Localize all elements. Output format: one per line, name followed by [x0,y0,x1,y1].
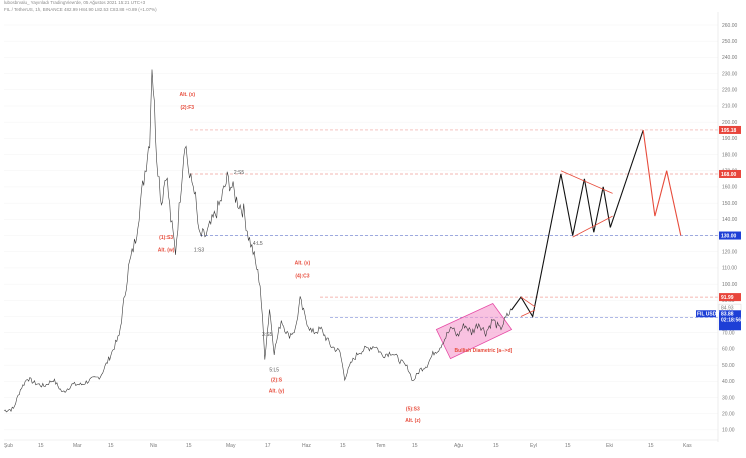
x-tick-label: Şub [4,443,13,449]
price-badge-label: 84.93 [721,306,734,312]
x-tick-label: Kas [683,443,692,449]
triangle-line [520,309,536,317]
y-tick-label: 30.00 [722,395,735,401]
wave-annotation: 3:S5 [262,332,273,338]
x-tick-label: May [226,443,236,449]
level-badge-label: 91.99 [721,295,734,301]
y-tick-label: 190.00 [722,136,738,142]
wave-annotation: Alt. (w) [158,248,175,254]
x-tick-label: Nis [150,443,158,449]
x-tick-label: Tem [376,443,385,449]
x-tick-label: 17 [265,443,271,449]
symbol-badge [696,310,716,318]
y-tick-label: 90.00 [722,298,735,304]
x-tick-label: Mar [73,443,82,449]
level-lines [190,129,718,318]
level-badge [719,231,741,240]
y-tick-label: 50.00 [722,363,735,369]
wave-annotation: 1:S3 [194,248,205,254]
y-tick-label: 140.00 [722,217,738,223]
current-price-label: FIL USDT [697,311,719,317]
y-tick-label: 160.00 [722,185,738,191]
y-tick-label: 120.00 [722,250,738,256]
level-badge [719,169,741,178]
level-badge [719,125,741,134]
wave-annotation: Alt. (x) [180,92,196,98]
y-tick-label: 60.00 [722,347,735,353]
wave-annotation: Alt. (y) [269,389,285,395]
x-axis: Şub 15 Mar 15 Nis 15 May 17 Haz 15 Tem 15 Ağu 15 Eyl 15… [4,439,718,449]
y-tick-label: 250.00 [722,39,738,45]
x-tick-label: Eyl [530,443,537,449]
annotations: Alt. (x) (2):F3 (1):S3 Alt. (w) 2:S5 1:S3 4:L5… [158,92,513,424]
x-tick-label: 15 [493,443,499,449]
level-badge-label: 195.18 [721,128,737,134]
triangle-line [560,170,613,194]
wave-annotation: Alt. (x) [295,261,311,267]
y-tick-label: 20.00 [722,412,735,418]
wave-annotation: Alt. (z) [405,418,421,424]
y-tick-label: 10.00 [722,428,735,434]
y-tick-label: 200.00 [722,120,738,126]
y-tick-label: 210.00 [722,104,738,110]
price-line [3,69,512,413]
x-tick-label: 15 [412,443,418,449]
wave-annotation: 2:S5 [234,170,245,176]
grid [4,24,718,431]
y-tick-label: 180.00 [722,152,738,158]
x-tick-label: 15 [38,443,44,449]
y-axis: 10.0020.0030.0040.0050.0060.0070.0080.00… [717,12,738,442]
wave-annotation: (1):S3 [159,235,173,241]
x-tick-label: Ağu [454,443,463,449]
current-price-badge [719,310,741,331]
wave-annotation: Bullish Diametric [a-->d] [455,348,513,354]
x-tick-label: 15 [648,443,654,449]
x-tick-label: Eki [606,443,613,449]
price-series [3,69,512,413]
wave-annotation: 4:L5 [253,241,263,247]
level-badge-label: 130.00 [721,233,737,239]
projection-path-black [511,130,644,319]
y-tick-label: 100.00 [722,282,738,288]
x-tick-label: Haz [302,443,311,449]
diametric-shape [435,303,513,360]
y-tick-label: 150.00 [722,201,738,207]
y-tick-label: 230.00 [722,71,738,77]
level-badge [719,293,741,302]
chart-header-publisher: lubosbrvalu_ Yayınladı TradingView'de, 0… [4,0,146,5]
wave-annotation: (2):S [271,377,283,383]
x-tick-label: 15 [186,443,192,449]
y-tick-label: 110.00 [722,266,737,272]
y-tick-label: 220.00 [722,88,738,94]
wave-annotation: (5):S3 [406,406,420,412]
triangle-line [520,296,536,308]
x-tick-label: 15 [340,443,346,449]
y-tick-label: 260.00 [722,23,738,29]
projection-paths [511,130,682,319]
level-badge-label: 168.00 [721,172,737,178]
y-tick-label: 70.00 [722,331,735,337]
wave-annotation: (2):F3 [180,105,194,111]
triangle-line [572,215,613,238]
current-price-label: 83.88 [721,311,734,317]
chart-header-symbol: FIL / TetherUS, 1h, BINANCE 482.99 H84.9… [4,7,157,12]
wave-annotation: (4):C3 [295,274,309,280]
y-tick-label: 240.00 [722,55,738,61]
x-tick-label: 15 [108,443,114,449]
y-tick-label: 40.00 [722,379,735,385]
x-tick-label: 15 [565,443,571,449]
bullish-diametric-zone [435,303,513,360]
projection-path-red [642,130,682,236]
wave-annotation: 5:L5 [269,368,279,374]
current-price-label: 02:18:56 [721,317,741,323]
